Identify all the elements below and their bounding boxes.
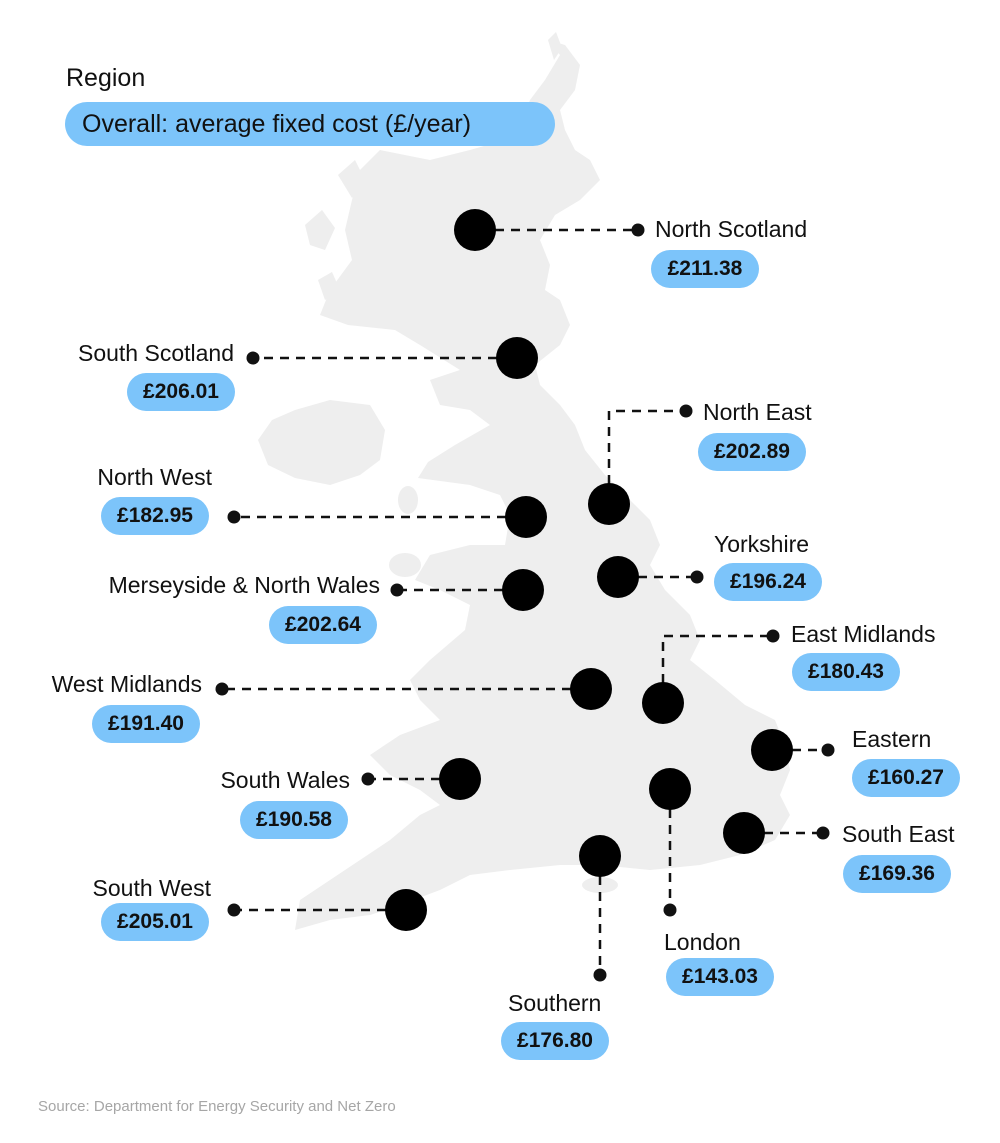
west-midlands-marker[interactable] xyxy=(570,668,612,710)
south-wales-label-dot xyxy=(361,772,375,786)
north-west-label-dot xyxy=(227,510,241,524)
merseyside-and-north-wales-name: Merseyside & North Wales xyxy=(108,572,380,598)
southern-marker[interactable] xyxy=(579,835,621,877)
legend-title: Region xyxy=(66,64,146,92)
merseyside-and-north-wales-label-dot xyxy=(390,583,404,597)
south-wales-marker[interactable] xyxy=(439,758,481,800)
eastern-name: Eastern xyxy=(852,726,932,752)
connector-lines xyxy=(222,228,828,975)
north-west-value-badge: £182.95 xyxy=(101,497,209,535)
south-east-value-badge: £169.36 xyxy=(843,855,951,893)
southern-label-dot xyxy=(593,968,607,982)
west-midlands-value-badge: £191.40 xyxy=(92,705,200,743)
yorkshire-name: Yorkshire xyxy=(714,531,810,557)
south-east-name: South East xyxy=(842,821,955,847)
north-east-connector xyxy=(607,409,686,484)
eastern-value-badge: £160.27 xyxy=(852,759,960,797)
west-midlands-label-dot xyxy=(215,682,229,696)
london-name: London xyxy=(664,929,741,955)
north-west-marker[interactable] xyxy=(505,496,547,538)
london-marker[interactable] xyxy=(649,768,691,810)
south-west-name: South West xyxy=(92,875,211,901)
east-midlands-label-dot xyxy=(766,629,780,643)
south-wales-name: South Wales xyxy=(220,767,350,793)
south-scotland-marker[interactable] xyxy=(496,337,538,379)
south-scotland-value-badge: £206.01 xyxy=(127,373,235,411)
south-scotland-label-dot xyxy=(246,351,260,365)
north-scotland-value-badge: £211.38 xyxy=(651,250,759,288)
eastern-marker[interactable] xyxy=(751,729,793,771)
east-midlands-value-badge: £180.43 xyxy=(792,653,900,691)
merseyside-and-north-wales-value-badge: £202.64 xyxy=(269,606,377,644)
legend-metric-badge: Overall: average fixed cost (£/year) xyxy=(65,102,555,146)
north-scotland-label-dot xyxy=(631,223,645,237)
north-east-label-dot xyxy=(679,404,693,418)
east-midlands-name: East Midlands xyxy=(791,621,936,647)
south-east-label-dot xyxy=(816,826,830,840)
north-scotland-marker[interactable] xyxy=(454,209,496,251)
south-west-label-dot xyxy=(227,903,241,917)
south-scotland-name: South Scotland xyxy=(77,340,234,366)
southern-value-badge: £176.80 xyxy=(501,1022,609,1060)
south-wales-value-badge: £190.58 xyxy=(240,801,348,839)
south-west-value-badge: £205.01 xyxy=(101,903,209,941)
north-east-value-badge: £202.89 xyxy=(698,433,806,471)
eastern-label-dot xyxy=(821,743,835,757)
north-east-name: North East xyxy=(703,399,812,425)
east-midlands-connector xyxy=(661,634,773,683)
west-midlands-name: West Midlands xyxy=(51,671,202,697)
source-note: Source: Department for Energy Security a… xyxy=(38,1098,396,1115)
north-scotland-name: North Scotland xyxy=(655,216,808,242)
north-east-marker[interactable] xyxy=(588,483,630,525)
east-midlands-marker[interactable] xyxy=(642,682,684,724)
south-east-marker[interactable] xyxy=(723,812,765,854)
south-west-marker[interactable] xyxy=(385,889,427,931)
yorkshire-label-dot xyxy=(690,570,704,584)
london-label-dot xyxy=(663,903,677,917)
uk-landmass xyxy=(258,32,790,930)
yorkshire-value-badge: £196.24 xyxy=(714,563,822,601)
yorkshire-marker[interactable] xyxy=(597,556,639,598)
merseyside-and-north-wales-marker[interactable] xyxy=(502,569,544,611)
region-markers xyxy=(215,209,835,982)
southern-name: Southern xyxy=(508,990,602,1016)
north-west-name: North West xyxy=(97,464,212,490)
london-value-badge: £143.03 xyxy=(666,958,774,996)
